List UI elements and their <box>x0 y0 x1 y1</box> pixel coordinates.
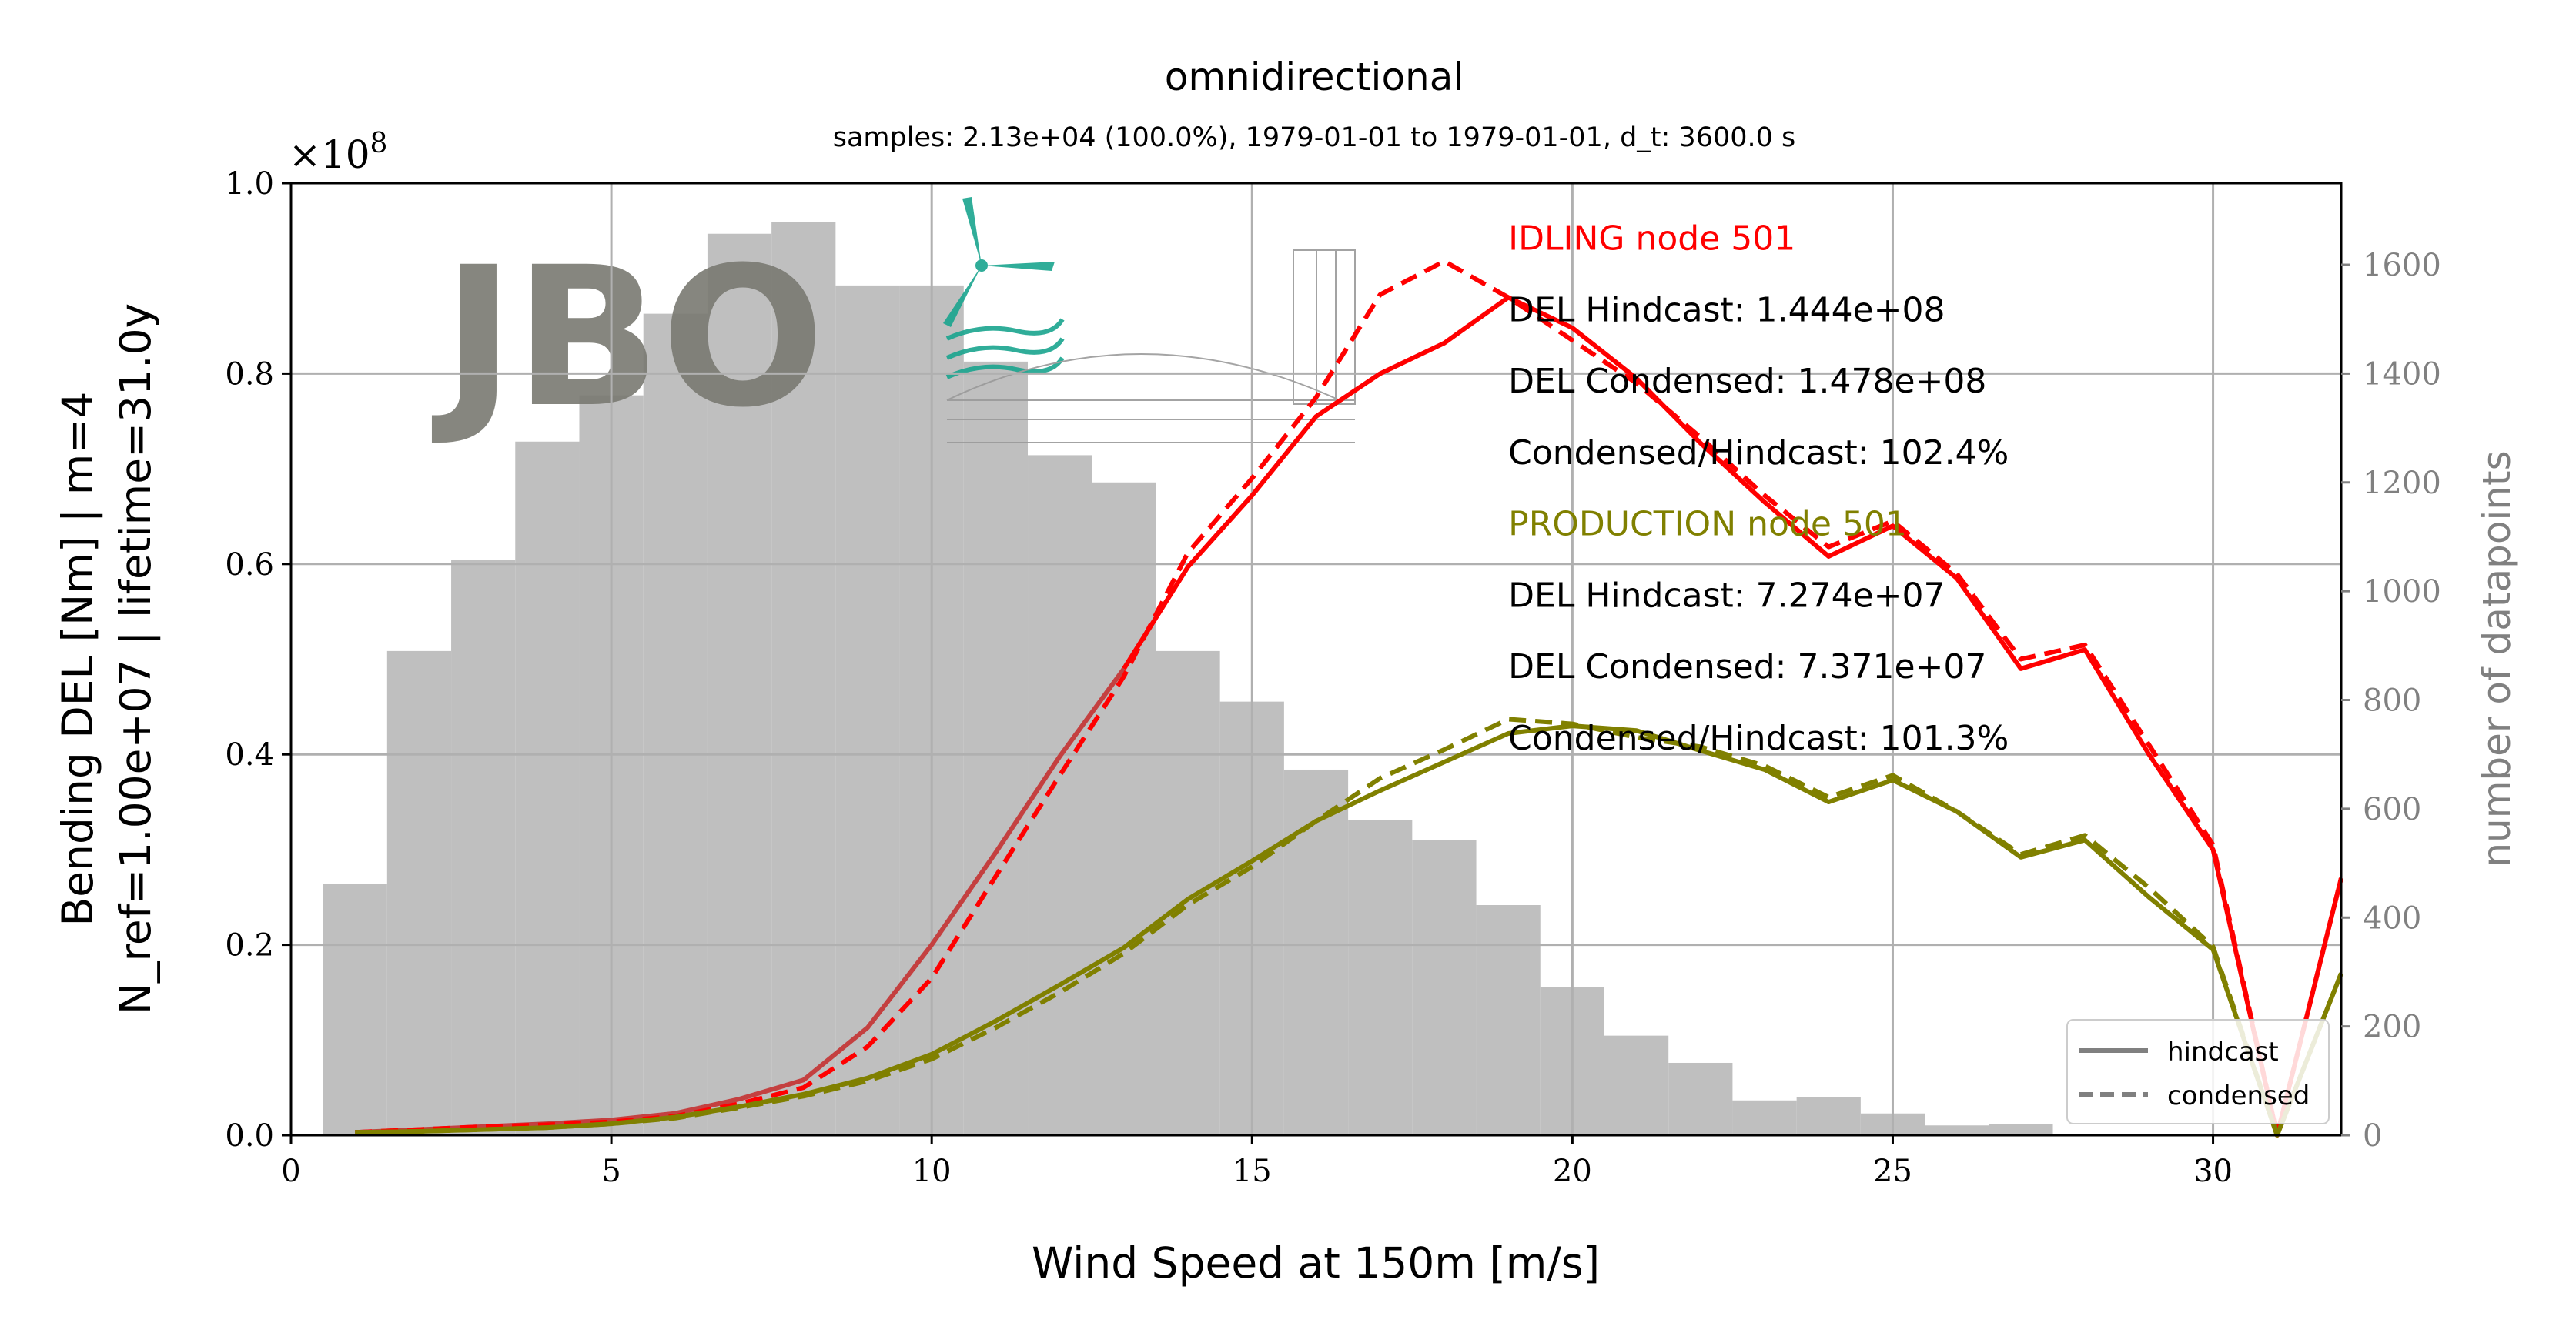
y2-tick-label: 1600 <box>2363 248 2441 283</box>
histogram-bar <box>1732 1100 1797 1135</box>
legend: hindcast condensed <box>2066 1019 2330 1124</box>
histogram-bar <box>643 313 708 1135</box>
annotation-text: IDLING node 501 <box>1508 219 1795 259</box>
chart-subtitle: samples: 2.13e+04 (100.0%), 1979-01-01 t… <box>833 122 1796 153</box>
histogram-bar <box>1092 482 1156 1135</box>
histogram-bar <box>515 441 580 1135</box>
legend-box <box>2066 1019 2330 1124</box>
y2-tick-label: 400 <box>2363 900 2421 936</box>
annotation-text: DEL Hindcast: 7.274e+07 <box>1508 576 1945 615</box>
histogram-bar <box>1476 904 1541 1135</box>
y-tick-label: 0.4 <box>225 737 274 773</box>
histogram-bar <box>386 650 452 1135</box>
y-axis-ticks: 0.0 0.2 0.4 0.6 0.8 1.0 <box>225 166 291 1154</box>
annotation-text: PRODUCTION node 501 <box>1508 505 1907 544</box>
histogram-bar <box>1156 650 1220 1135</box>
annotation-text: DEL Condensed: 7.371e+07 <box>1508 647 1986 687</box>
annotation-text: Condensed/Hindcast: 102.4% <box>1508 433 2009 473</box>
x-axis-label: Wind Speed at 150m [m/s] <box>1032 1238 1600 1288</box>
x-tick-label: 10 <box>912 1154 952 1189</box>
y-tick-label: 0.6 <box>225 547 274 583</box>
series-line-idling-hindcast-low <box>355 667 1126 1135</box>
histogram-bar <box>1412 840 1477 1135</box>
y2-tick-label: 600 <box>2363 792 2421 827</box>
histogram-bar <box>835 285 900 1135</box>
x-tick-label: 0 <box>281 1154 300 1189</box>
histogram-bar <box>1604 1035 1669 1135</box>
y-tick-label: 0.0 <box>225 1118 274 1154</box>
legend-hindcast-label: hindcast <box>2167 1037 2279 1067</box>
jbo-logo: JBO <box>431 197 1356 449</box>
histogram-bar <box>1796 1097 1861 1135</box>
annotation-text: Condensed/Hindcast: 101.3% <box>1508 719 2009 758</box>
y-tick-label: 0.2 <box>225 928 274 964</box>
plot-frame <box>289 182 2343 1137</box>
histogram-bar <box>1283 769 1349 1135</box>
x-tick-label: 30 <box>2193 1154 2233 1189</box>
svg-text:×108: ×108 <box>289 128 387 177</box>
histogram-bar <box>451 560 516 1135</box>
y2-tick-label: 1000 <box>2363 574 2441 610</box>
histogram-bar <box>1348 820 1413 1135</box>
histogram-bar <box>1028 455 1092 1135</box>
histogram-bar <box>1668 1062 1733 1135</box>
x-axis-ticks: 0 5 10 15 20 25 30 <box>281 1135 2233 1189</box>
bridge-outline-icon <box>946 249 1356 443</box>
annotation-text: DEL Condensed: 1.478e+08 <box>1508 362 1986 401</box>
logo-text: JBO <box>431 226 825 449</box>
series-line-idling-hindcast <box>1122 295 2343 1138</box>
y2-tick-label: 1400 <box>2363 356 2441 392</box>
histogram-bar <box>707 233 772 1136</box>
x-tick-label: 25 <box>1873 1154 1912 1189</box>
histogram-bar <box>1925 1125 1989 1135</box>
y-tick-label: 0.8 <box>225 356 274 392</box>
annotation-text: DEL Hindcast: 1.444e+08 <box>1508 290 1945 329</box>
grid <box>291 183 2341 1135</box>
y-axis-label-line2: N_ref=1.00e+07 | lifetime=31.0y <box>111 303 161 1014</box>
chart-title: omnidirectional <box>1165 55 1464 99</box>
y-axis-label-line1: Bending DEL [Nm] | m=4 <box>53 392 103 927</box>
wind-turbine-wave-logo-icon <box>943 197 1065 379</box>
x-tick-label: 5 <box>601 1154 621 1189</box>
y2-tick-label: 200 <box>2363 1010 2421 1045</box>
y2-tick-label: 800 <box>2363 683 2421 719</box>
series-lines <box>355 259 2343 1138</box>
y2-axis-ticks: 0 200 400 600 800 1000 1200 1400 1600 <box>2341 248 2441 1154</box>
legend-condensed-label: condensed <box>2167 1081 2310 1111</box>
y2-tick-label: 0 <box>2363 1118 2382 1154</box>
histogram-bar <box>1989 1124 2053 1135</box>
y2-tick-label: 1200 <box>2363 466 2441 501</box>
series-line-idling-condensed <box>355 259 2343 1138</box>
x-tick-label: 15 <box>1233 1154 1272 1189</box>
annotations: IDLING node 501 DEL Hindcast: 1.444e+08 DE… <box>1508 219 2009 758</box>
y-tick-label: 1.0 <box>225 166 274 202</box>
x-tick-label: 20 <box>1553 1154 1592 1189</box>
y-exponent-label: ×108 <box>289 128 387 177</box>
y2-axis-label: number of datapoints <box>2474 450 2519 867</box>
series-line-production-condensed <box>355 717 2343 1138</box>
histogram-bar <box>323 884 387 1135</box>
